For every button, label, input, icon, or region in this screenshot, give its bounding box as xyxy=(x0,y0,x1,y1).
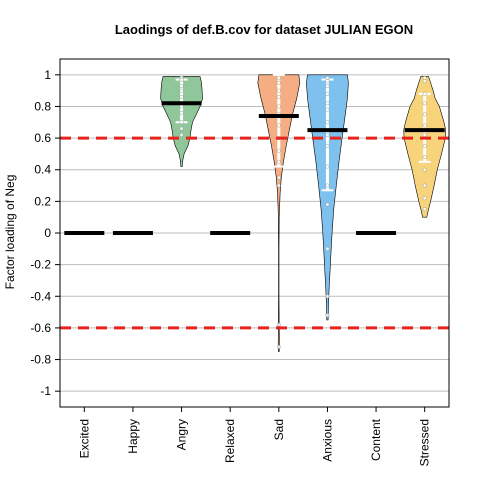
y-tick-label: -0.2 xyxy=(30,258,51,272)
data-point-anxious xyxy=(325,202,330,207)
data-point-stressed xyxy=(422,123,427,128)
y-tick-label: 0.4 xyxy=(34,163,51,177)
data-point-stressed xyxy=(422,79,427,84)
data-point-angry xyxy=(179,83,184,88)
y-axis: -1 -0.8 -0.6 -0.4 -0.2 0 0.2 0.4 0.6 0.8 1 xyxy=(30,68,60,398)
y-tick-label: 0.2 xyxy=(34,194,51,208)
data-point-anxious xyxy=(325,91,330,96)
data-point-stressed xyxy=(422,101,427,106)
x-tick-label: Anxious xyxy=(320,419,334,462)
data-point-angry xyxy=(179,77,184,82)
x-tick-label: Stressed xyxy=(418,419,432,466)
data-point-anxious xyxy=(325,79,330,84)
data-point-anxious xyxy=(325,246,330,251)
data-point-sad xyxy=(276,175,281,180)
data-point-sad xyxy=(276,88,281,93)
data-point-sad xyxy=(276,104,281,109)
y-tick-label: -1 xyxy=(40,384,51,398)
y-tick-label: 0.8 xyxy=(34,99,51,113)
violin-sad xyxy=(257,74,301,352)
data-point-stressed xyxy=(422,207,427,212)
y-tick-label: 0 xyxy=(44,226,51,240)
x-tick-label: Angry xyxy=(175,419,189,450)
data-point-anxious xyxy=(325,120,330,125)
y-tick-label: -0.4 xyxy=(30,289,51,303)
y-tick-label: -0.8 xyxy=(30,353,51,367)
data-point-stressed xyxy=(422,143,427,148)
data-point-stressed xyxy=(422,155,427,160)
data-point-angry xyxy=(179,110,184,115)
data-point-sad xyxy=(276,322,281,327)
data-point-sad xyxy=(276,183,281,188)
x-tick-label: Content xyxy=(369,418,383,461)
data-point-stressed xyxy=(422,167,427,172)
data-point-anxious xyxy=(325,183,330,188)
data-point-anxious xyxy=(325,294,330,299)
violins xyxy=(64,73,447,352)
y-tick-label: 0.6 xyxy=(34,131,51,145)
data-point-angry xyxy=(179,132,184,137)
x-tick-label: Happy xyxy=(126,419,140,454)
data-point-sad xyxy=(276,159,281,164)
data-point-angry xyxy=(179,120,184,125)
y-tick-label: -0.6 xyxy=(30,321,51,335)
data-point-angry xyxy=(179,126,184,131)
data-point-anxious xyxy=(325,101,330,106)
chart-title: Laodings of def.B.cov for dataset JULIAN… xyxy=(115,22,413,37)
data-point-anxious xyxy=(325,143,330,148)
data-point-anxious xyxy=(325,132,330,137)
data-point-stressed xyxy=(422,196,427,201)
data-point-sad xyxy=(276,75,281,80)
data-point-stressed xyxy=(422,183,427,188)
threshold-lines xyxy=(60,136,449,330)
x-axis: Excited Happy Angry Relaxed Sad Anxious Conten… xyxy=(77,407,432,466)
data-point-anxious xyxy=(325,107,330,112)
x-tick-label: Relaxed xyxy=(223,419,237,463)
data-point-sad xyxy=(276,80,281,85)
data-point-sad xyxy=(276,344,281,349)
data-point-stressed xyxy=(422,112,427,117)
data-point-angry xyxy=(179,94,184,99)
data-point-angry xyxy=(179,88,184,93)
x-tick-label: Excited xyxy=(77,419,91,458)
data-point-anxious xyxy=(325,313,330,318)
data-point-stressed xyxy=(422,132,427,137)
data-point-stressed xyxy=(422,91,427,96)
y-tick-label: 1 xyxy=(44,68,51,82)
data-point-sad xyxy=(276,94,281,99)
violin-anxious xyxy=(306,74,349,321)
x-tick-label: Sad xyxy=(272,419,286,440)
y-axis-label: Factor loading of Neg xyxy=(3,175,17,290)
data-point-anxious xyxy=(325,164,330,169)
data-point-sad xyxy=(276,123,281,128)
data-point-anxious xyxy=(325,83,330,88)
data-point-sad xyxy=(276,148,281,153)
